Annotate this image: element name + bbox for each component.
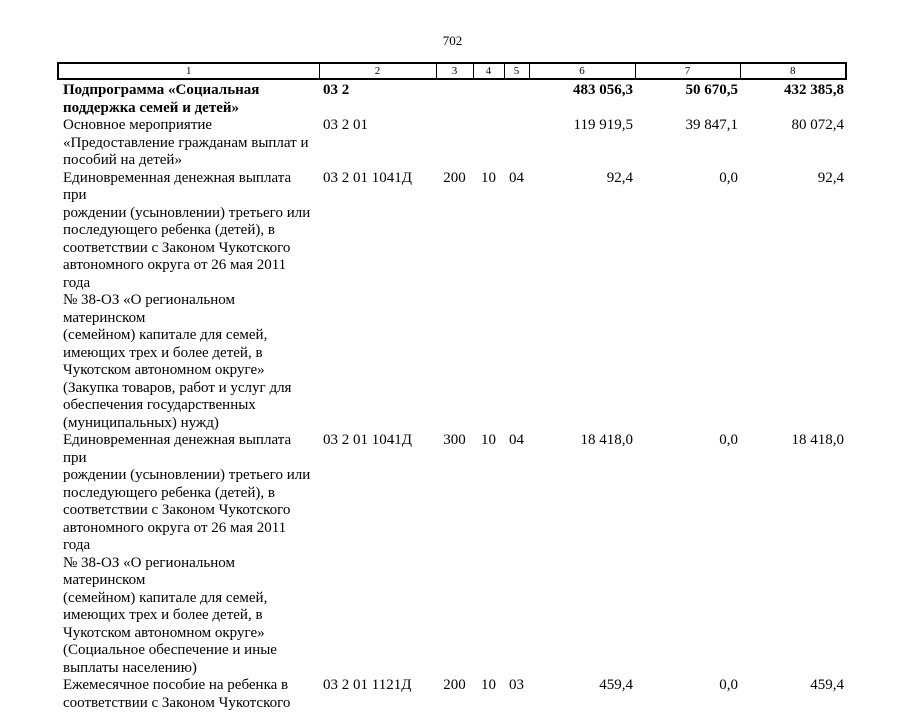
- cell-code: 03 2 01 1041Д: [323, 432, 412, 448]
- cell-code: 03 2 01 1041Д: [323, 169, 412, 186]
- column-number-3: 3: [435, 62, 474, 80]
- column-number-1: 1: [57, 62, 320, 80]
- cell-amount-7: 0,0: [719, 169, 738, 186]
- cell-amount-7: 0,0: [719, 432, 738, 448]
- cell-col5: 04: [509, 432, 524, 448]
- cell-code: 03 2 01 1121Д: [323, 677, 412, 693]
- cell-name: Ежемесячное пособие на ребенка в соответ…: [63, 677, 291, 711]
- cell-amount-8: 80 072,4: [791, 117, 845, 133]
- table-row-payment-procurement: Единовременная денежная выплата при рожд…: [58, 170, 846, 433]
- budget-table: 1 2 3 4 5 6 7 8 Подпрограмма «Социальная…: [57, 62, 847, 712]
- table-row-main-activity: Основное мероприятие «Предоставление гра…: [58, 117, 846, 170]
- column-number-5: 5: [503, 62, 530, 80]
- cell-col4: 10: [481, 169, 496, 186]
- column-number-4: 4: [472, 62, 505, 80]
- cell-amount-7: 39 847,1: [685, 117, 739, 133]
- cell-col4: 10: [481, 432, 496, 448]
- cell-col3: 200: [443, 677, 466, 693]
- cell-col5: [504, 79, 529, 117]
- column-number-8: 8: [739, 62, 847, 80]
- cell-col3: 200: [443, 169, 466, 186]
- cell-amount-8: 18 418,0: [791, 432, 845, 448]
- cell-col4: 10: [481, 677, 496, 693]
- cell-amount-total: 92,4: [606, 169, 633, 186]
- table-row-monthly-allowance: Ежемесячное пособие на ребенка в соответ…: [58, 677, 846, 712]
- cell-amount-total: 119 919,5: [573, 117, 633, 133]
- cell-name: Единовременная денежная выплата при рожд…: [63, 432, 311, 676]
- cell-name: Подпрограмма «Социальная поддержка семей…: [63, 82, 260, 116]
- cell-amount-8: 92,4: [817, 169, 844, 186]
- cell-col3: [436, 117, 473, 170]
- cell-amount-7: 0,0: [719, 677, 738, 693]
- column-number-7: 7: [634, 62, 741, 80]
- cell-col4: [473, 117, 504, 170]
- cell-amount-8: 432 385,8: [784, 82, 844, 98]
- cell-col5: [504, 117, 529, 170]
- cell-code: 03 2 01: [323, 117, 368, 133]
- cell-amount-7: 50 670,5: [685, 82, 739, 98]
- cell-amount-total: 459,4: [599, 677, 633, 693]
- column-number-6: 6: [528, 62, 636, 80]
- cell-col4: [473, 79, 504, 117]
- document-page: 702 1 2 3 4 5 6 7 8 Подпрограмма «Социал…: [57, 33, 847, 711]
- column-number-row: 1 2 3 4 5 6 7 8: [57, 62, 847, 80]
- cell-amount-8: 459,4: [810, 677, 844, 693]
- cell-name: Основное мероприятие «Предоставление гра…: [63, 117, 309, 168]
- cell-amount-total: 18 418,0: [580, 432, 634, 448]
- cell-amount-total: 483 056,3: [573, 82, 633, 98]
- cell-col5: 04: [509, 169, 524, 186]
- column-number-2: 2: [318, 62, 437, 80]
- table-header: 1 2 3 4 5 6 7 8: [57, 62, 847, 80]
- cell-code: 03 2: [323, 82, 350, 98]
- cell-col3: 300: [443, 432, 466, 448]
- cell-col3: [436, 79, 473, 117]
- cell-col5: 03: [509, 677, 524, 693]
- table-row-payment-social: Единовременная денежная выплата при рожд…: [58, 432, 846, 677]
- table-body: Подпрограмма «Социальная поддержка семей…: [58, 79, 846, 712]
- cell-name: Единовременная денежная выплата при рожд…: [63, 169, 311, 431]
- page-number: 702: [442, 33, 463, 48]
- table-row-subprogram: Подпрограмма «Социальная поддержка семей…: [58, 79, 846, 117]
